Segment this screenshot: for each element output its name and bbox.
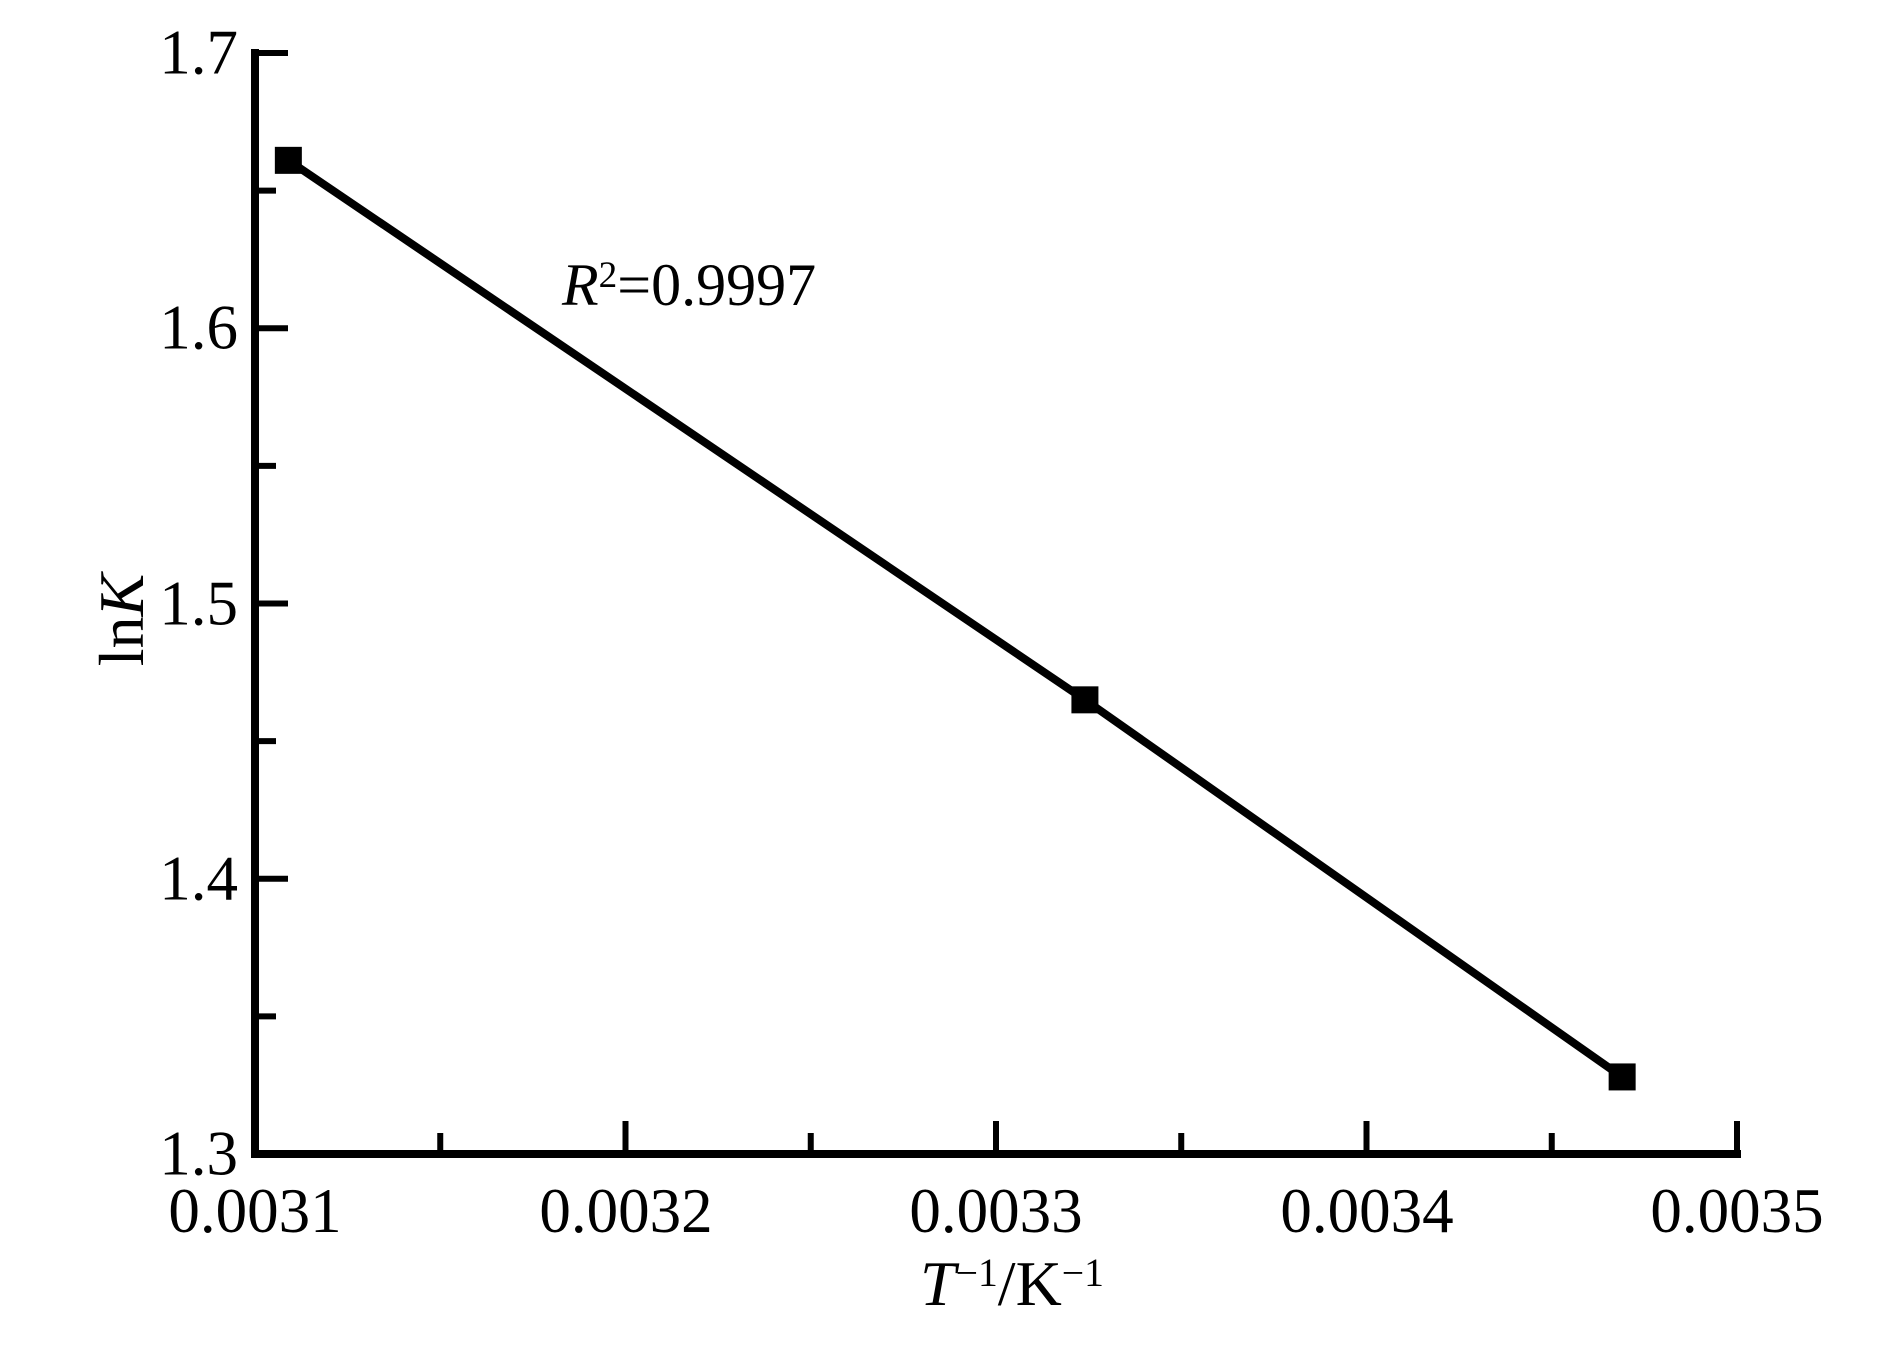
x-tick-label: 0.0035 [1650,1176,1824,1246]
y-axis-label: lnK [86,574,157,666]
x-axis-label-exponent: −1 [955,1250,998,1295]
r-squared-annotation: R2=0.9997 [562,255,816,315]
r-squared-exponent: 2 [598,255,618,297]
x-tick-label: 0.0034 [1280,1176,1454,1246]
x-axis-label: T−1/K−1 [920,1252,1104,1316]
x-axis-label-unit: /K [997,1248,1062,1319]
x-tick-label: 0.0032 [539,1176,713,1246]
x-axis-label-unit-exponent: −1 [1061,1250,1105,1295]
y-tick-label: 1.5 [159,568,238,639]
y-tick-label: 1.7 [159,17,238,88]
data-point-marker [274,146,302,174]
y-tick-label: 1.4 [159,843,238,914]
x-tick-label: 0.0031 [168,1176,342,1246]
y-axis-label-variable: K [86,573,157,617]
y-tick-label: 1.3 [159,1118,238,1189]
data-point-marker [1071,686,1099,714]
x-axis-label-variable: T [919,1248,956,1319]
fit-line [286,157,1625,1081]
r-squared-value: =0.9997 [617,252,817,318]
x-tick-label: 0.0033 [909,1176,1083,1246]
r-squared-symbol: R [562,252,599,318]
y-tick-label: 1.6 [159,292,238,363]
data-point-marker [1608,1063,1636,1091]
y-axis-label-prefix: ln [86,616,157,667]
